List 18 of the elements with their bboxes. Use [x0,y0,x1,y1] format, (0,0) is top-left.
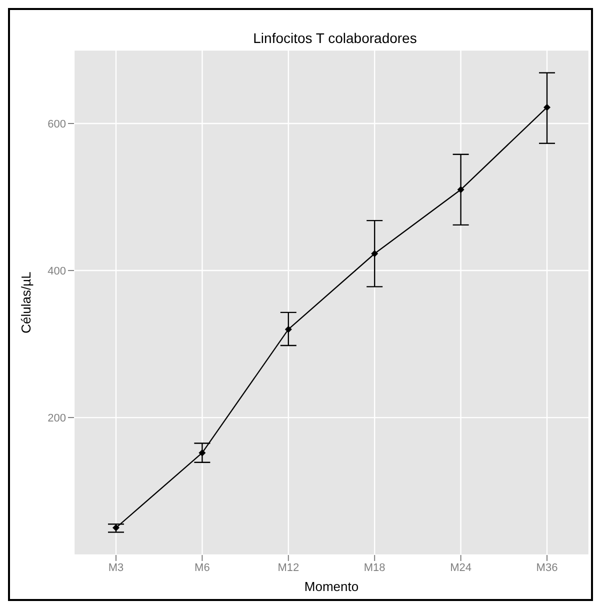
chart-title: Linfocitos T colaboradores [252,30,418,46]
point [544,104,550,111]
y-tick-label: 200 [48,412,66,424]
x-tick-label: M6 [194,562,210,574]
y-tick-label: 400 [48,265,66,278]
y-axis-title: Células/µL [18,272,34,334]
point [198,449,206,456]
point [457,186,464,194]
x-axis-title: Momento [304,579,359,594]
x-tick-label: M12 [278,562,300,574]
point [112,524,120,532]
x-tick-label: M24 [450,562,472,574]
y-tick-label: 600 [48,118,66,130]
point [284,326,292,333]
x-tick-label: M36 [536,562,558,574]
point [371,250,378,258]
x-tick-label: M3 [108,562,124,574]
x-tick-label: M18 [364,562,386,574]
